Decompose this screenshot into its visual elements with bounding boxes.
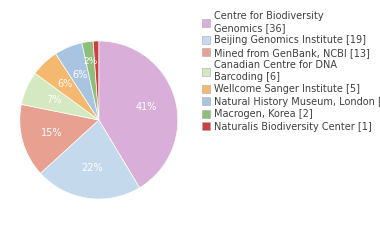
Legend: Centre for Biodiversity
Genomics [36], Beijing Genomics Institute [19], Mined fr: Centre for Biodiversity Genomics [36], B… bbox=[201, 11, 380, 132]
Wedge shape bbox=[21, 73, 99, 120]
Wedge shape bbox=[93, 41, 99, 120]
Text: 22%: 22% bbox=[81, 163, 103, 174]
Text: 41%: 41% bbox=[135, 102, 157, 112]
Text: 7%: 7% bbox=[46, 95, 62, 105]
Wedge shape bbox=[99, 41, 178, 188]
Wedge shape bbox=[55, 43, 99, 120]
Wedge shape bbox=[82, 41, 99, 120]
Text: 6%: 6% bbox=[72, 70, 87, 80]
Wedge shape bbox=[20, 104, 99, 173]
Wedge shape bbox=[40, 120, 139, 199]
Text: 2%: 2% bbox=[83, 57, 97, 66]
Text: 15%: 15% bbox=[41, 128, 62, 138]
Text: 6%: 6% bbox=[57, 79, 73, 90]
Wedge shape bbox=[35, 54, 99, 120]
